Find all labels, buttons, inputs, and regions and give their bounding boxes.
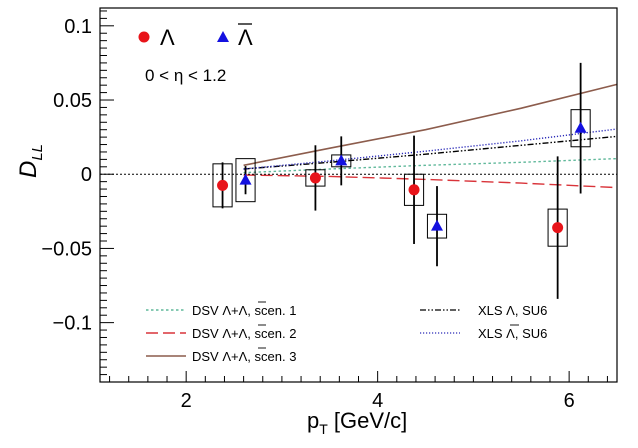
x-axis-title-main: p bbox=[307, 408, 319, 433]
eta-annotation: 0 < η < 1.2 bbox=[145, 66, 226, 85]
curve-longdash bbox=[243, 174, 618, 189]
legend-lambda-label: Λ bbox=[160, 25, 175, 50]
lambda-point bbox=[408, 184, 420, 196]
y-tick-label: −0.1 bbox=[53, 313, 92, 335]
curve-finedot bbox=[243, 128, 618, 170]
legend-xls-lambda-label: XLS Λ, SU6 bbox=[478, 303, 547, 318]
x-axis-title-sub: T bbox=[319, 421, 328, 437]
lambda-point bbox=[309, 172, 321, 184]
legend-xls-antilambda-label: XLS Λ, SU6 bbox=[478, 326, 547, 341]
axes: 2 4 6 −0.1 −0.05 0 0.05 0.1 bbox=[41, 10, 608, 412]
model-curves bbox=[243, 83, 618, 189]
antilambda-point bbox=[431, 219, 444, 231]
y-tick-label: 0 bbox=[81, 164, 92, 186]
systematic-box bbox=[235, 158, 256, 203]
svg-text:pT [GeV/c]: pT [GeV/c] bbox=[307, 408, 407, 437]
curve-dashdot bbox=[243, 135, 618, 170]
x-tick-label: 4 bbox=[372, 390, 383, 412]
y-axis-title-main: D bbox=[15, 161, 42, 178]
x-axis-title-unit: [GeV/c] bbox=[328, 408, 407, 433]
antilambda-point bbox=[239, 173, 252, 185]
x-tick-label: 6 bbox=[564, 390, 575, 412]
y-tick-label: −0.05 bbox=[41, 238, 92, 260]
x-tick-label: 2 bbox=[181, 390, 192, 412]
y-axis-title-sub: LL bbox=[29, 144, 46, 161]
legend-scen3-label: DSV Λ+Λ, scen. 3 bbox=[192, 349, 296, 364]
antilambda-point bbox=[574, 121, 587, 133]
x-axis-title: pT [GeV/c] bbox=[307, 408, 407, 437]
curve-legend: DSV Λ+Λ, scen. 1 DSV Λ+Λ, scen. 2 DSV Λ+… bbox=[146, 301, 547, 364]
legend-antilambda-marker bbox=[217, 31, 229, 42]
curve-dotted bbox=[243, 157, 618, 174]
y-axis-title: DLL bbox=[15, 144, 46, 178]
y-tick-label: 0.05 bbox=[53, 90, 92, 112]
legend-antilambda-label: Λ bbox=[238, 25, 253, 50]
antilambda-point bbox=[335, 154, 348, 166]
marker-legend: Λ Λ bbox=[138, 23, 253, 50]
legend-scen2-label: DSV Λ+Λ, scen. 2 bbox=[192, 326, 296, 341]
lambda-point bbox=[217, 179, 229, 191]
svg-text:DLL: DLL bbox=[15, 144, 46, 178]
legend-lambda-marker bbox=[138, 31, 150, 43]
y-tick-label: 0.1 bbox=[64, 16, 92, 38]
data-series bbox=[212, 62, 591, 299]
curve-solid bbox=[243, 83, 618, 167]
legend-scen1-label: DSV Λ+Λ, scen. 1 bbox=[192, 303, 296, 318]
lambda-point bbox=[552, 222, 564, 234]
